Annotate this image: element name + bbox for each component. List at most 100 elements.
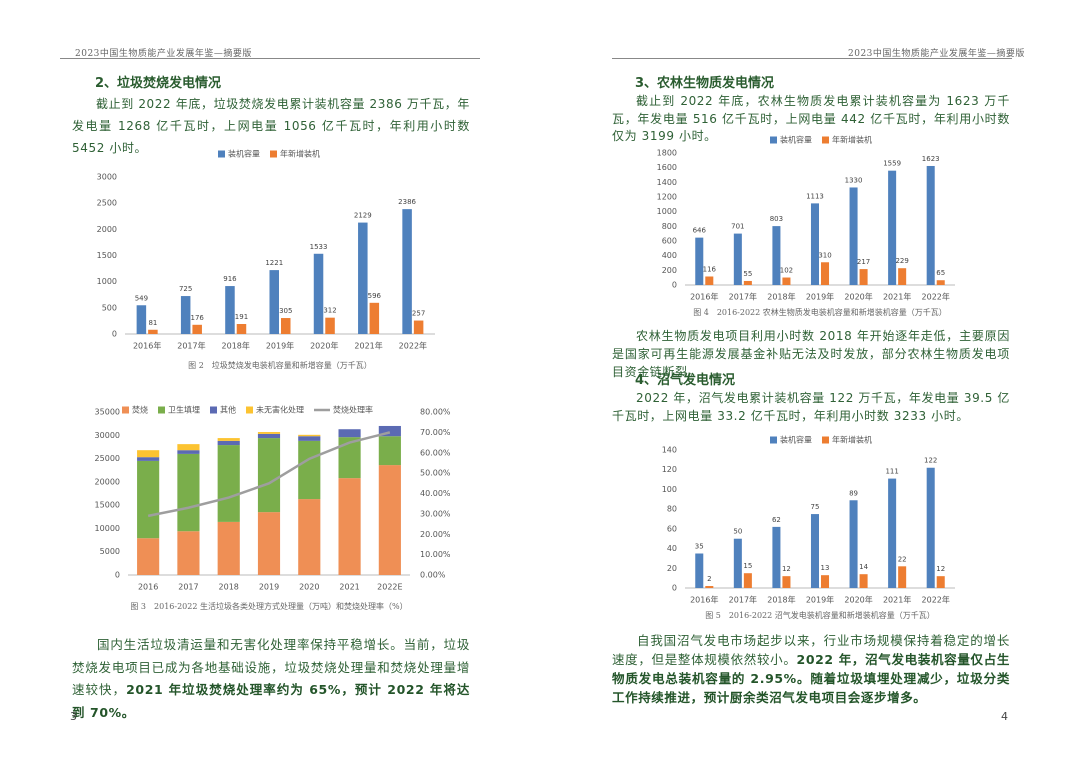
y2-tick-label: 30.00% (420, 509, 451, 518)
chart: 0 20 40 60 80 100 120 140 2016年 35 2 2017年 50 15 2018年… (662, 435, 955, 620)
bar (888, 170, 897, 285)
bar (192, 324, 202, 334)
x-tick-label: 2016年 (133, 341, 161, 351)
bar (743, 280, 752, 285)
bar (888, 478, 897, 588)
bar-segment (378, 436, 401, 466)
paragraph: 自我国沼气发电市场起步以来，行业市场规模保持着稳定的增长速度，但是整体规模依然较… (612, 631, 1010, 707)
data-label: 14 (859, 563, 868, 571)
y-tick-label: 3000 (97, 173, 117, 182)
legend-swatch (210, 406, 217, 414)
data-label: 176 (190, 314, 204, 322)
page-number: 3 (70, 710, 77, 723)
y-tick-label: 140 (662, 446, 677, 455)
x-tick-label: 2020年 (844, 292, 872, 302)
data-label: 549 (135, 294, 148, 302)
y-tick-label: 600 (662, 237, 677, 246)
bar (695, 553, 704, 588)
paragraph: 农林生物质发电项目利用小时数 2018 年开始逐年走低，主要原因是国家可再生能源… (612, 329, 1010, 379)
data-label: 116 (703, 265, 717, 273)
bar (313, 253, 324, 334)
y-tick-label: 1500 (97, 251, 117, 260)
data-label: 35 (695, 543, 704, 551)
data-label: 191 (235, 313, 248, 321)
section-heading: 3、农林生物质发电情况 (635, 76, 775, 91)
x-tick-label: 2021年 (883, 292, 911, 302)
x-tick-label: 2016年 (690, 292, 718, 302)
bar (782, 277, 791, 285)
bar (705, 276, 714, 285)
x-tick-label: 2022E (377, 583, 402, 592)
bar (772, 226, 781, 285)
x-tick-label: 2018年 (767, 595, 795, 605)
data-label: 257 (412, 310, 425, 318)
chart: 0 5000 10000 15000 20000 25000 30000 35000 0.00%… (95, 405, 451, 612)
bar (849, 187, 858, 285)
data-label: 65 (936, 269, 945, 277)
bar-segment (137, 450, 160, 458)
running-header: 2023中国生物质能产业发展年鉴—摘要版 (75, 49, 252, 59)
bar (821, 262, 830, 285)
x-tick-label: 2020 (299, 583, 319, 592)
y-tick-label: 1000 (97, 277, 117, 286)
legend-label: 年新增装机 (832, 135, 872, 145)
bar-segment (298, 499, 321, 575)
bar (325, 317, 335, 334)
bar-segment (217, 438, 240, 441)
bar (936, 280, 945, 285)
y2-tick-label: 70.00% (420, 428, 451, 437)
chart: 0 500 1000 1500 2000 2500 3000 2016年 549 81 2017年 7… (97, 149, 435, 370)
bar (358, 222, 368, 334)
bar (859, 269, 868, 285)
legend-swatch (822, 436, 829, 444)
data-label: 1330 (845, 176, 863, 184)
data-label: 2129 (354, 212, 372, 220)
x-tick-label: 2022年 (399, 341, 427, 351)
data-label: 646 (693, 227, 707, 235)
bar (772, 526, 781, 588)
data-label: 122 (924, 457, 937, 465)
y-tick-label: 2500 (97, 199, 117, 208)
bar-segment (338, 478, 361, 575)
data-label: 596 (368, 292, 382, 300)
text-run: 自我国沼气发电市场起步以来，行业市场规模保持着稳定的增长速度，但是整体规模依然较… (612, 633, 1010, 667)
y-tick-label: 120 (662, 465, 677, 474)
data-label: 12 (936, 565, 945, 573)
x-tick-label: 2019年 (806, 595, 834, 605)
x-tick-label: 2019年 (806, 292, 834, 302)
bar (269, 270, 279, 334)
bar-segment (257, 438, 281, 513)
y-tick-label: 500 (102, 303, 117, 312)
text-run: 2022 年，沼气发电装机容量仅占生物质发电总装机容量的 2.95%。随着垃圾填… (612, 652, 1010, 705)
y-tick-label: 100 (662, 485, 677, 494)
bar-segment (217, 445, 240, 522)
bar-segment (378, 425, 401, 437)
section-heading: 4、沼气发电情况 (635, 373, 736, 388)
y-tick-label: 35000 (95, 408, 120, 417)
legend-swatch (822, 136, 829, 144)
y-tick-label: 1000 (657, 207, 677, 216)
data-label: 102 (780, 267, 793, 275)
x-tick-label: 2016 (138, 583, 158, 592)
legend-label: 年新增装机 (832, 435, 872, 445)
bar-segment (217, 440, 240, 446)
figure-caption: 图 5 2016-2022 沼气发电装机容量和新增装机容量（万千瓦） (705, 610, 935, 620)
bar-segment (298, 440, 321, 500)
data-label: 312 (323, 307, 336, 315)
data-label: 89 (849, 489, 858, 497)
y-tick-label: 10000 (95, 524, 120, 533)
x-tick-label: 2019 (259, 583, 279, 592)
y-tick-label: 0 (115, 571, 120, 580)
header-rule (60, 58, 480, 59)
bar (821, 575, 830, 588)
y2-tick-label: 80.00% (420, 408, 451, 417)
bar-segment (338, 429, 361, 438)
bar (705, 586, 714, 588)
y-tick-label: 60 (667, 524, 677, 533)
bar-segment (298, 436, 321, 441)
bar-segment (257, 433, 281, 439)
y-tick-label: 1800 (657, 149, 677, 158)
bar-segment (177, 450, 200, 454)
legend-label: 年新增装机 (280, 149, 320, 159)
bar (849, 500, 858, 588)
